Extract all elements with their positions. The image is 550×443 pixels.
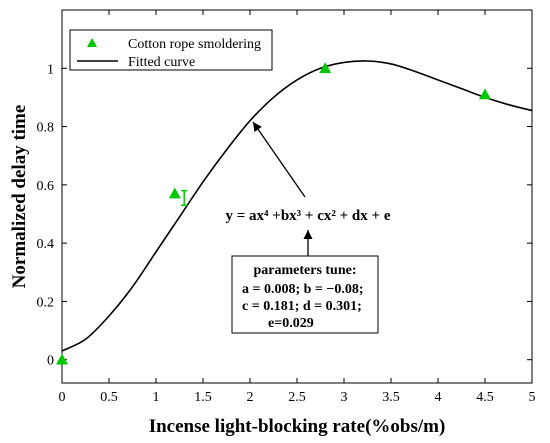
fitted-curve-group (61, 60, 533, 352)
params-line: e=0.029 (268, 316, 314, 331)
x-tick-label: 5 (529, 390, 536, 405)
data-markers (56, 62, 491, 365)
legend-marker-triangle (87, 38, 97, 47)
params-box (231, 255, 379, 334)
y-tick-label: 0.4 (37, 237, 55, 252)
x-tick-label: 4.5 (476, 390, 494, 405)
legend-label-markers: Cotton rope smoldering (128, 37, 261, 52)
x-tick-label: 3.5 (382, 390, 400, 405)
x-axis-label: Incense light-blocking rate(%obs/m) (149, 416, 446, 437)
fitted-curve-line (61, 60, 533, 352)
data-point-triangle (319, 62, 332, 74)
params-arrow-head (303, 230, 313, 239)
data-point-triangle (479, 88, 491, 100)
legend-label-line: Fitted curve (128, 55, 195, 70)
y-tick-label: 0.6 (37, 179, 55, 194)
x-tick-label: 2 (247, 390, 254, 405)
params-line: c = 0.181; d = 0.301; (242, 299, 362, 314)
x-tick-label: 1.5 (194, 390, 212, 405)
legend-box (69, 29, 273, 71)
x-tick-label: 1 (153, 390, 160, 405)
params-title: parameters tune: (253, 263, 356, 278)
equation-arrow-head (253, 122, 262, 132)
y-tick-label: 0 (47, 354, 54, 369)
x-tick-label: 0.5 (100, 390, 118, 405)
x-tick-label: 3 (341, 390, 348, 405)
y-tick-label: 0.2 (37, 295, 55, 310)
y-axis-label: Normalized delay time (9, 105, 30, 289)
equation-text: y = ax⁴ +bx³ + cx² + dx + e (226, 208, 391, 224)
x-tick-label: 0 (59, 390, 66, 405)
data-point-triangle (56, 353, 68, 365)
ticks: 0 0.5 1 1.5 2 2.5 3 3.5 4 4.5 5 0 0.2 0.4 0.6 0.8 1 (37, 10, 536, 405)
annotations: y = ax⁴ +bx³ + cx² + dx + e parameters tu… (226, 121, 391, 334)
equation-arrow-line (252, 121, 306, 198)
x-tick-label: 4 (435, 390, 442, 405)
y-tick-label: 1 (47, 62, 54, 77)
legend: Cotton rope smoldering Fitted curve (69, 29, 273, 71)
y-tick-label: 0.8 (37, 121, 55, 136)
axis-labels: Incense light-blocking rate(%obs/m) Norma… (9, 105, 445, 437)
x-tick-label: 2.5 (288, 390, 306, 405)
data-point-triangle (168, 187, 181, 199)
params-line: a = 0.008; b = −0.08; (242, 282, 364, 297)
